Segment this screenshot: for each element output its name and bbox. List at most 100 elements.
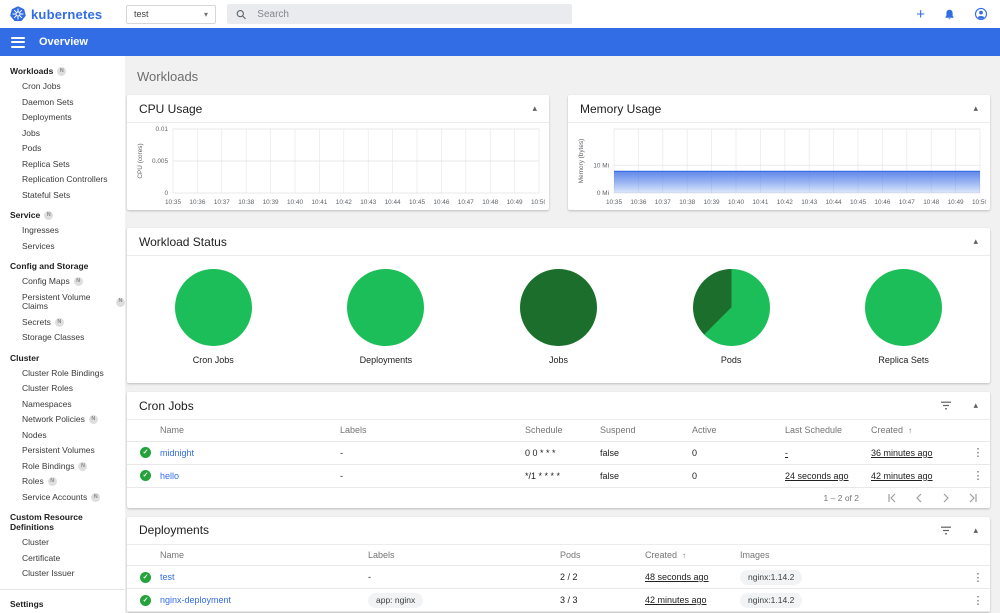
next-page-icon[interactable] (941, 493, 951, 503)
sidebar-section-config-and-storage[interactable]: Config and Storage (0, 254, 125, 274)
row-menu-kebab-icon[interactable] (973, 470, 984, 482)
svg-text:10:37: 10:37 (214, 199, 230, 206)
label: Custom Resource Definitions (10, 512, 83, 532)
cronjob-name-link[interactable]: midnight (160, 447, 195, 458)
sidebar-item-config-maps[interactable]: Config Maps N (0, 274, 125, 290)
sidebar-item-secrets[interactable]: Secrets N (0, 315, 125, 331)
kubernetes-logo[interactable]: kubernetes (10, 6, 122, 22)
sidebar-item-pods[interactable]: Pods (0, 141, 125, 157)
notifications-bell-icon[interactable] (943, 8, 956, 21)
column-header-labels[interactable]: Labels (365, 544, 557, 566)
sidebar-section-workloads[interactable]: Workloads N (0, 59, 125, 79)
deployment-name-link[interactable]: test (160, 572, 175, 582)
column-header-created[interactable]: Created (642, 544, 737, 566)
sidebar-item-role-bindings[interactable]: Role Bindings N (0, 459, 125, 475)
status-ok-icon (140, 447, 151, 459)
column-header-name[interactable]: Name (157, 420, 337, 442)
column-header-created[interactable]: Created (868, 420, 966, 442)
deployments-card: Deployments Name Labels (127, 516, 990, 612)
memory-usage-card: Memory Usage 10:3510:3610:3710:3810:3910… (568, 95, 990, 210)
cronjob-name-link[interactable]: hello (160, 470, 180, 481)
workload-status-pies: Cron Jobs Deployments Jobs Pods Replica Sets (127, 256, 990, 365)
column-header-active[interactable]: Active (689, 420, 782, 442)
menu-hamburger-icon[interactable] (11, 36, 25, 48)
cpu-usage-card: CPU Usage 10:35 10:36 10:37 10:38 10:39 10:40… (127, 95, 549, 210)
svg-text:10:47: 10:47 (899, 199, 915, 206)
filter-icon[interactable] (940, 526, 952, 535)
row-menu-kebab-icon[interactable] (973, 595, 984, 607)
sidebar-item-stateful-sets[interactable]: Stateful Sets (0, 188, 125, 204)
label: Namespaces (22, 398, 72, 409)
sidebar-item-cluster[interactable]: Cluster (0, 535, 125, 551)
svg-text:10:38: 10:38 (679, 199, 695, 206)
svg-text:10:46: 10:46 (433, 199, 449, 206)
sidebar-item-cluster-issuer[interactable]: Cluster Issuer (0, 566, 125, 582)
row-menu-kebab-icon[interactable] (973, 447, 984, 459)
sidebar-section-service[interactable]: Service N (0, 203, 125, 223)
last-schedule-cell: - (785, 447, 788, 458)
sidebar-section-custom-resource-definitions[interactable]: Custom Resource Definitions (0, 505, 125, 535)
sidebar-item-cluster-roles[interactable]: Cluster Roles (0, 381, 125, 397)
sidebar-item-daemon-sets[interactable]: Daemon Sets (0, 95, 125, 111)
sidebar-item-settings[interactable]: Settings (0, 592, 125, 612)
sidebar-item-persistent-volume-claims[interactable]: Persistent Volume Claims N (0, 290, 125, 315)
sidebar-item-persistent-volumes[interactable]: Persistent Volumes (0, 443, 125, 459)
column-header-pods[interactable]: Pods (557, 544, 642, 566)
svg-text:10:36: 10:36 (189, 199, 205, 206)
sidebar-item-jobs[interactable]: Jobs (0, 126, 125, 142)
label: Persistent Volumes (22, 445, 95, 455)
collapse-card-icon[interactable] (532, 104, 537, 113)
pie-label: Jobs (548, 355, 568, 365)
row-menu-kebab-icon[interactable] (973, 572, 984, 584)
sidebar-item-services[interactable]: Services (0, 239, 125, 255)
column-header-labels[interactable]: Labels (337, 420, 522, 442)
svg-text:0.005: 0.005 (152, 158, 168, 165)
svg-text:10:35: 10:35 (165, 199, 181, 206)
column-header-last-schedule[interactable]: Last Schedule (782, 420, 868, 442)
sidebar-item-cluster-role-bindings[interactable]: Cluster Role Bindings (0, 366, 125, 382)
search-input[interactable] (257, 8, 563, 20)
sidebar-item-cron-jobs[interactable]: Cron Jobs (0, 79, 125, 95)
filter-icon[interactable] (940, 401, 952, 410)
collapse-card-icon[interactable] (973, 526, 978, 535)
label: Role Bindings (22, 460, 75, 471)
collapse-card-icon[interactable] (973, 237, 978, 246)
namespace-selector[interactable]: test ▾ (126, 4, 216, 24)
search-bar[interactable] (227, 4, 572, 24)
sidebar-item-storage-classes[interactable]: Storage Classes (0, 330, 125, 346)
create-resource-plus-icon[interactable]: + (916, 5, 925, 23)
label: Cluster (10, 352, 40, 363)
sidebar-item-deployments[interactable]: Deployments (0, 110, 125, 126)
deployment-name-link[interactable]: nginx-deployment (160, 595, 232, 605)
previous-page-icon[interactable] (914, 493, 924, 503)
last-page-icon[interactable] (968, 493, 978, 503)
column-header-suspend[interactable]: Suspend (597, 420, 689, 442)
sidebar-item-network-policies[interactable]: Network Policies N (0, 412, 125, 428)
chevron-down-icon: ▾ (203, 9, 208, 19)
new-badge: N (116, 297, 125, 307)
created-cell: 42 minutes ago (871, 470, 933, 481)
pods-cell: 3 / 3 (557, 588, 642, 612)
sidebar-item-namespaces[interactable]: Namespaces (0, 397, 125, 413)
sidebar-item-replica-sets[interactable]: Replica Sets (0, 157, 125, 173)
collapse-card-icon[interactable] (973, 104, 978, 113)
column-header-name[interactable]: Name (157, 544, 365, 566)
cpu-usage-chart: 10:35 10:36 10:37 10:38 10:39 10:40 10:41 10:42… (137, 126, 545, 206)
sidebar-item-certificate[interactable]: Certificate (0, 551, 125, 567)
sidebar-item-ingresses[interactable]: Ingresses (0, 223, 125, 239)
card-title: Cron Jobs (139, 398, 194, 413)
memory-usage-chart: 10:35 10:36 10:37 10:38 10:39 10:40 10:41 10:42… (578, 128, 986, 206)
sidebar-item-roles[interactable]: Roles N (0, 474, 125, 490)
column-header-schedule[interactable]: Schedule (522, 420, 597, 442)
first-page-icon[interactable] (887, 493, 897, 503)
sidebar-section-cluster[interactable]: Cluster (0, 346, 125, 366)
svg-text:10:48: 10:48 (482, 199, 498, 206)
sidebar-item-service-accounts[interactable]: Service Accounts N (0, 490, 125, 506)
last-schedule-cell: 24 seconds ago (785, 470, 849, 481)
sidebar-item-replication-controllers[interactable]: Replication Controllers (0, 172, 125, 188)
account-icon[interactable] (974, 7, 988, 21)
column-header-images[interactable]: Images (737, 544, 966, 566)
toolbar: Overview (0, 28, 1000, 56)
collapse-card-icon[interactable] (973, 401, 978, 410)
sidebar-item-nodes[interactable]: Nodes (0, 428, 125, 444)
